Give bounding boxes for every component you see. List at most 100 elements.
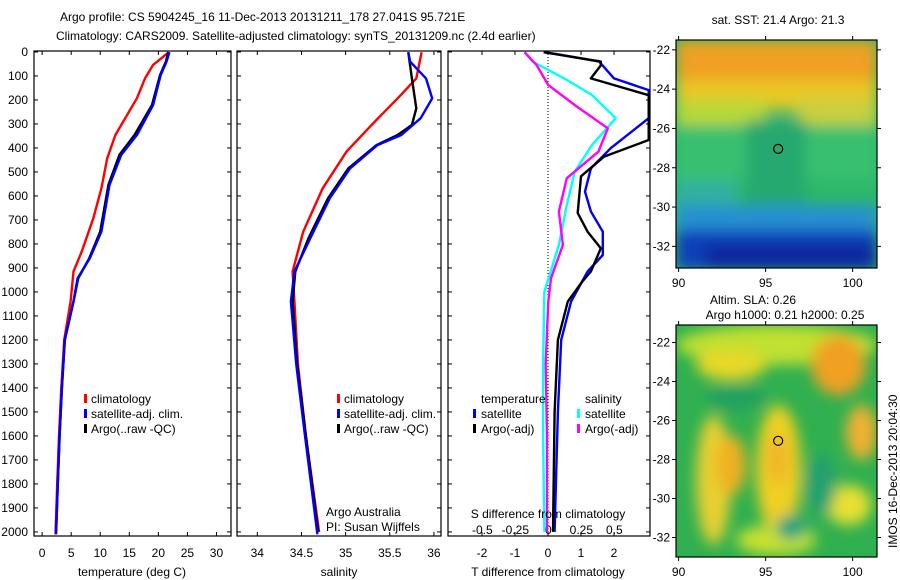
profile-line-s-argo-adj- — [523, 51, 609, 532]
s-tick-label: 0.25 — [570, 523, 594, 537]
lat-tick-label: -30 — [653, 492, 671, 506]
legend-swatch-s-argo — [577, 424, 580, 433]
lon-tick-label: 95 — [759, 565, 773, 579]
x-tick-label: 0 — [545, 546, 552, 560]
profile-line-climatology — [291, 51, 423, 533]
imos-timestamp: IMOS 16-Dec-2013 20:04:30 — [886, 394, 900, 548]
depth-tick-label: 600 — [8, 189, 28, 203]
depth-tick-label: 1300 — [1, 357, 28, 371]
x-tick-label: 35 — [339, 546, 353, 560]
field-patch — [806, 455, 836, 515]
legend-label: Argo(..raw -QC) — [91, 422, 176, 436]
lat-tick-label: -22 — [653, 336, 671, 350]
lat-tick-label: -22 — [653, 43, 671, 57]
field-patch — [716, 435, 746, 495]
field-patch — [696, 350, 766, 380]
x-tick-label: -1 — [510, 546, 521, 560]
panel-frame — [236, 50, 442, 537]
figure-title-line2: Climatology: CARS2009. Satellite-adjuste… — [56, 29, 536, 43]
legend-swatch-satellite — [84, 409, 87, 418]
series-group — [54, 51, 171, 535]
legend-swatch-climatology — [337, 394, 340, 403]
sla_map: 90 95 100 -22 -24 -26 -28 -30 -32 — [653, 321, 881, 579]
sla-map-subtitle: Argo h1000: 0.21 h2000: 0.25 — [706, 308, 865, 322]
profile-line-satellite-adj-clim- — [289, 51, 434, 535]
s-tick-label: 0 — [545, 523, 552, 537]
field-patch — [811, 335, 866, 395]
x-tick-label: 34 — [251, 546, 265, 560]
profile-plots: 0100200300400500600700800900100011001200… — [1, 45, 651, 560]
s-difference-axis-label: S difference from climatology — [471, 507, 626, 521]
lat-tick-label: -32 — [653, 239, 671, 253]
temperature-axis-label: temperature (deg C) — [78, 565, 186, 579]
profile-line-satellite-adj-clim- — [54, 51, 171, 535]
depth-tick-label: 300 — [8, 117, 28, 131]
series-group — [523, 51, 650, 532]
difference-panel: -2 -1 0 1 2 -0.5 -0.25 0 0.25 0.5 — [447, 50, 651, 560]
profile-line-t-argo-adj- — [543, 51, 650, 532]
x-tick-label: -2 — [477, 546, 488, 560]
figure-title-line1: Argo profile: CS 5904245_16 11-Dec-2013 … — [60, 10, 465, 24]
depth-tick-label: 800 — [8, 237, 28, 251]
legend-label: satellite-adj. clim. — [91, 407, 183, 421]
sst_map: 90 95 100 -22 -24 -26 -28 -30 -32 — [653, 36, 881, 290]
legend-swatch-argo — [337, 424, 340, 433]
x-tick-label: 0 — [39, 546, 46, 560]
lat-tick-label: -28 — [653, 161, 671, 175]
legend-label: climatology — [344, 392, 404, 406]
legend-label: climatology — [91, 392, 151, 406]
argo-location-marker — [773, 435, 784, 446]
salinity-panel: 34 34.5 35 35.5 36 — [236, 50, 442, 560]
s-tick-label: 0.5 — [606, 523, 623, 537]
field-patch — [796, 100, 877, 125]
legend-label: Argo(..raw -QC) — [344, 422, 429, 436]
legend-swatch-satellite — [337, 409, 340, 418]
argo-location-marker — [773, 143, 784, 155]
lat-tick-label: -28 — [653, 453, 671, 467]
panel-frame — [447, 50, 651, 537]
depth-tick-label: 700 — [8, 213, 28, 227]
satellite-maps: 90 95 100 -22 -24 -26 -28 -30 -32 90 95 100 -22 -24 -2… — [653, 36, 881, 579]
field-patch — [706, 385, 766, 410]
panel-frame — [33, 50, 232, 537]
legend-swatch-argo — [84, 424, 87, 433]
lon-tick-label: 95 — [759, 276, 773, 290]
map-frame — [675, 324, 878, 558]
lon-tick-label: 90 — [672, 276, 686, 290]
legend-label: satellite-adj. clim. — [344, 407, 436, 421]
depth-tick-label: 100 — [8, 69, 28, 83]
depth-tick-label: 500 — [8, 165, 28, 179]
lat-tick-label: -26 — [653, 414, 671, 428]
sla-map-title: Altim. SLA: 0.26 — [710, 293, 796, 307]
depth-tick-label: 1100 — [2, 309, 28, 323]
x-tick-label: 5 — [68, 546, 75, 560]
lat-tick-label: -32 — [653, 531, 671, 545]
lat-tick-label: -26 — [653, 121, 671, 135]
t-difference-axis-label: T difference from climatology — [471, 565, 625, 579]
lat-tick-label: -24 — [653, 82, 671, 96]
x-tick-label: 15 — [123, 546, 137, 560]
depth-tick-label: 1800 — [1, 477, 28, 491]
lat-tick-label: -24 — [653, 375, 671, 389]
salinity-axis-label: salinity — [321, 565, 358, 579]
depth-tick-label: 1200 — [1, 333, 28, 347]
field-patch — [676, 40, 877, 85]
depth-tick-label: 200 — [8, 93, 28, 107]
depth-tick-label: 1400 — [1, 381, 28, 395]
field-patch — [826, 485, 871, 525]
lat-tick-label: -30 — [653, 200, 671, 214]
lon-tick-label: 100 — [843, 565, 863, 579]
field-patch — [766, 435, 791, 485]
depth-tick-label: 1000 — [1, 285, 28, 299]
legend-swatch-s-satellite — [577, 409, 580, 418]
map-frame — [675, 39, 878, 269]
x-tick-label: 2 — [611, 546, 618, 560]
field-patch — [846, 405, 877, 460]
field-patch — [776, 515, 806, 540]
s-tick-label: -0.25 — [502, 523, 530, 537]
depth-tick-label: 400 — [8, 141, 28, 155]
field-patch — [706, 245, 877, 268]
field-blobs — [676, 40, 877, 268]
legend-swatch-climatology — [84, 394, 87, 403]
